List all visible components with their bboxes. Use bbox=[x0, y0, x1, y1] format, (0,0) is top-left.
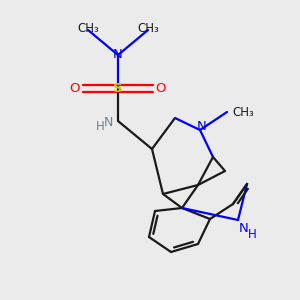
Text: O: O bbox=[156, 82, 166, 94]
Text: N: N bbox=[103, 116, 113, 130]
Text: N: N bbox=[239, 221, 249, 235]
Text: H: H bbox=[248, 227, 256, 241]
Text: H: H bbox=[96, 121, 104, 134]
Text: N: N bbox=[197, 119, 207, 133]
Text: N: N bbox=[113, 49, 123, 62]
Text: CH₃: CH₃ bbox=[137, 22, 159, 34]
Text: CH₃: CH₃ bbox=[77, 22, 99, 34]
Text: O: O bbox=[70, 82, 80, 94]
Text: S: S bbox=[113, 82, 123, 94]
Text: CH₃: CH₃ bbox=[232, 106, 254, 118]
